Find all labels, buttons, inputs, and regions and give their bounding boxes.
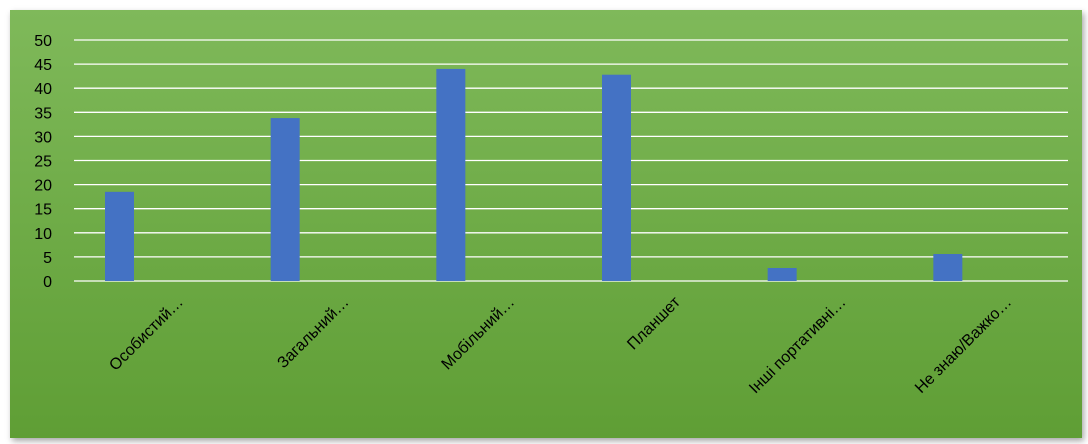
x-category-label-2: Мобільний… bbox=[439, 294, 519, 374]
bar-4 bbox=[767, 267, 797, 281]
y-tick-label-3: 15 bbox=[34, 202, 52, 219]
bar-chart: 0 5 10 15 20 25 30 35 40 45 50 Особистий… Загальний… bbox=[34, 33, 1068, 397]
y-tick-label-8: 40 bbox=[34, 81, 52, 98]
y-tick-label-5: 25 bbox=[34, 154, 52, 171]
y-axis-ticks: 0 5 10 15 20 25 30 35 40 45 50 bbox=[34, 33, 52, 291]
y-tick-label-0: 0 bbox=[43, 274, 52, 291]
bar-3 bbox=[602, 74, 631, 281]
x-category-label-3: Планшет bbox=[624, 293, 684, 353]
x-category-label-0: Особистий… bbox=[106, 294, 186, 374]
x-axis-labels: Особистий… Загальний… Мобільний… Планшет Інш… bbox=[106, 293, 1015, 397]
y-tick-label-9: 45 bbox=[34, 57, 52, 74]
bar-1 bbox=[270, 118, 300, 281]
y-tick-label-6: 30 bbox=[34, 129, 52, 146]
x-category-label-5: Не знаю/Важко… bbox=[912, 294, 1015, 397]
bar-2 bbox=[436, 68, 466, 281]
y-tick-label-1: 5 bbox=[43, 250, 52, 267]
bar-0 bbox=[105, 191, 134, 281]
bar-5 bbox=[933, 254, 963, 281]
y-tick-label-7: 35 bbox=[34, 105, 52, 122]
x-category-label-4: Інші портативні… bbox=[746, 294, 849, 397]
x-category-label-1: Загальний… bbox=[274, 294, 352, 372]
grid-lines bbox=[74, 39, 1068, 282]
bars bbox=[105, 68, 963, 281]
chart-panel: 0 5 10 15 20 25 30 35 40 45 50 Особистий… Загальний… bbox=[10, 10, 1082, 438]
y-tick-label-4: 20 bbox=[34, 178, 52, 195]
y-tick-label-2: 10 bbox=[34, 226, 52, 243]
y-tick-label-10: 50 bbox=[34, 33, 52, 50]
